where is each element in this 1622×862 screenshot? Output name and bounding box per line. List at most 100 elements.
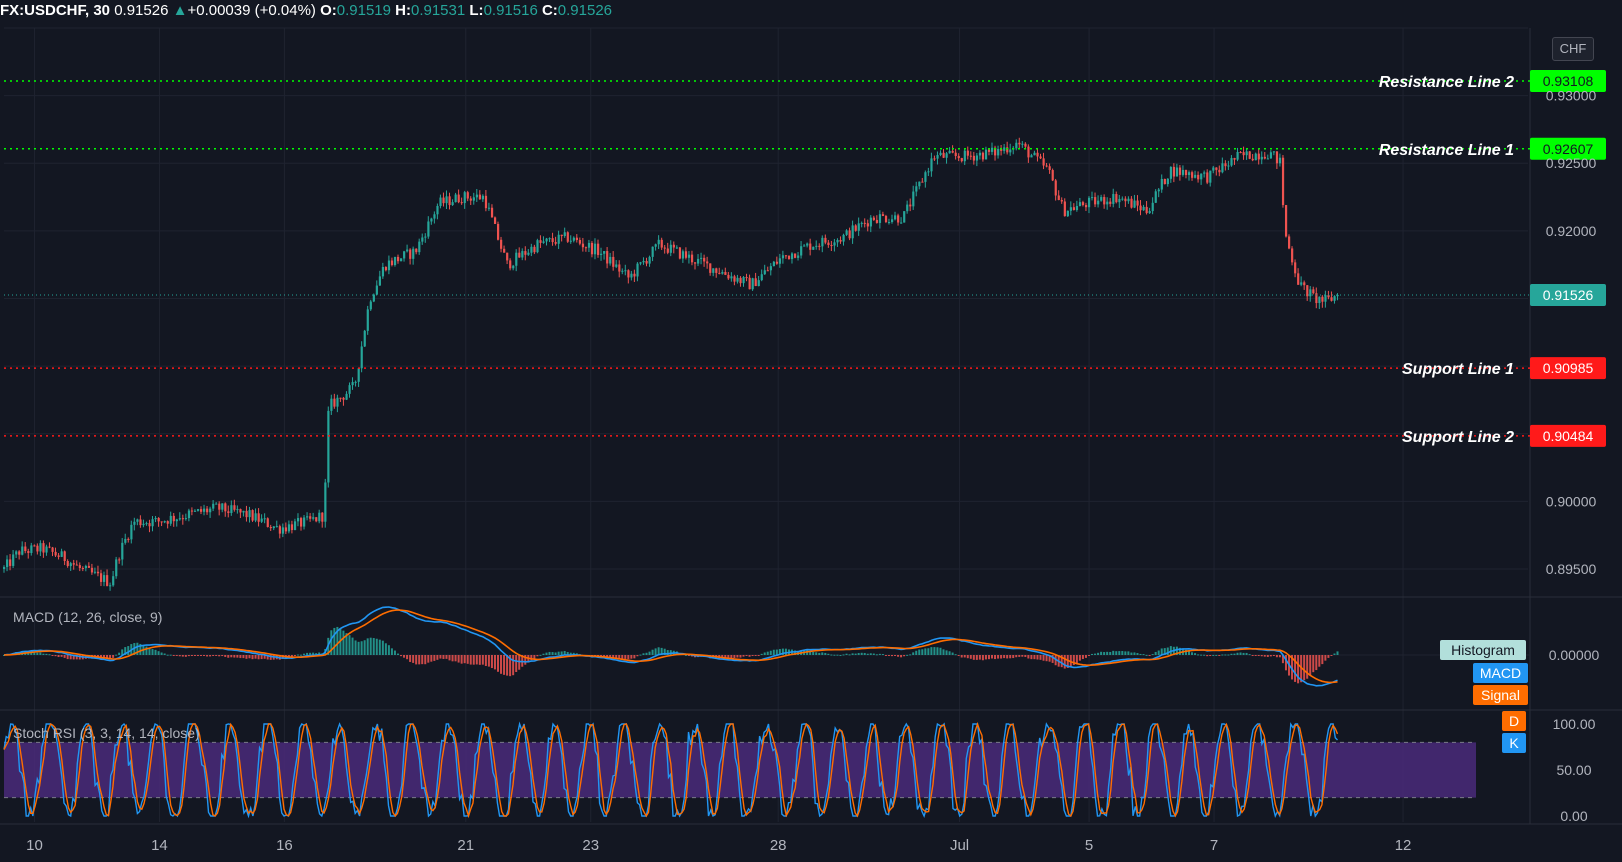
candle [1081,200,1085,207]
macd-histogram-bar [1275,655,1278,658]
candle-body [1203,172,1206,174]
candle [1260,151,1263,165]
candle [169,511,172,526]
candle [678,246,682,260]
macd-histogram-bar [830,654,833,656]
macd-histogram-bar [187,655,190,657]
candle [378,270,382,286]
candle-body [212,503,215,509]
candle [627,269,630,284]
candle-body [706,261,709,264]
candle-body [654,244,657,247]
candle [3,565,6,573]
macd-histogram-bar [809,651,812,655]
candle-body [845,230,848,235]
candle [348,382,351,398]
candle-body [518,252,521,258]
candle-body [1303,282,1306,286]
symbol-header: FX:USDCHF, 30 0.91526 ▲+0.00039 (+0.04%)… [0,0,612,22]
macd-histogram-bar [760,653,763,655]
macd-histogram-bar [1042,655,1045,661]
price-tag-value: 0.90985 [1543,360,1594,376]
stoch-legend-k [1502,733,1526,753]
macd-histogram-bar [724,655,727,659]
candle-body [260,518,263,522]
candle-body [387,260,391,271]
candle-body [278,526,281,534]
candle-body [254,513,257,521]
macd-histogram-bar [400,655,403,657]
macd-histogram-bar [439,655,442,659]
candle [1175,163,1179,177]
candle-body [1227,165,1230,167]
macd-histogram-bar [727,655,730,659]
candle [645,257,648,267]
symbol-label[interactable]: FX:USDCHF, 30 [0,2,111,19]
candle-body [424,236,427,238]
candle [669,240,672,257]
macd-histogram-bar [1048,655,1051,662]
macd-histogram-bar [903,655,906,657]
candle [360,341,363,373]
candle [987,149,991,156]
candle [406,244,409,253]
candle [945,152,948,164]
stoch-pane[interactable]: Stoch RSI (3, 3, 14, 14, close) [3,721,1476,819]
candle [860,221,863,228]
candle-body [415,248,418,253]
candle [193,509,197,512]
candle-body [1309,289,1312,297]
candle [1045,163,1048,168]
candle [1118,195,1121,209]
candle [981,151,985,162]
candle [1136,195,1139,212]
macd-pane[interactable]: MACD (12, 26, close, 9) [3,606,1339,687]
candle [593,238,597,260]
candle-body [445,196,448,204]
candle [454,192,457,203]
close-label: C: [541,2,558,19]
candle-body [93,571,97,573]
macd-histogram-bar [60,655,63,657]
candle-body [551,238,554,243]
candle [266,517,269,528]
macd-histogram-bar [757,655,760,656]
macd-histogram-bar [1012,655,1015,659]
candle-body [684,251,688,258]
candle [566,231,569,243]
candle [1060,197,1063,204]
macd-histogram-bar [775,649,778,655]
macd-histogram-bar [1327,655,1330,658]
macd-histogram-bar [869,653,872,655]
macd-histogram-bar [266,655,269,660]
candle [357,368,360,387]
candle-body [193,510,197,512]
candle-body [784,255,788,257]
candle [384,266,388,272]
macd-histogram-bar [1036,655,1039,660]
macd-histogram-bar [963,655,966,658]
candle-body [1306,285,1309,297]
candle [1218,165,1221,177]
candle-body [1094,197,1097,205]
candle-body [418,241,421,253]
candle [1321,295,1324,308]
candle-body [245,510,248,518]
grid [0,27,1622,825]
candle [603,250,606,260]
candle [894,211,897,221]
candle-body [869,217,872,227]
candle [878,210,882,229]
price-pane[interactable]: Resistance Line 2 Resistance Line 1 Suppor… [3,74,1530,591]
macd-histogram-bar [451,655,454,662]
macd-histogram-bar [1100,651,1103,655]
candle-body [542,241,545,243]
macd-histogram-bar [409,655,412,662]
macd-histogram-bar [1215,654,1218,656]
candle [630,270,633,281]
macd-histogram-bar [169,654,172,656]
macd-histogram-bar [442,655,445,659]
macd-histogram-bar [330,630,333,655]
currency-button[interactable]: CHF [1552,37,1594,61]
